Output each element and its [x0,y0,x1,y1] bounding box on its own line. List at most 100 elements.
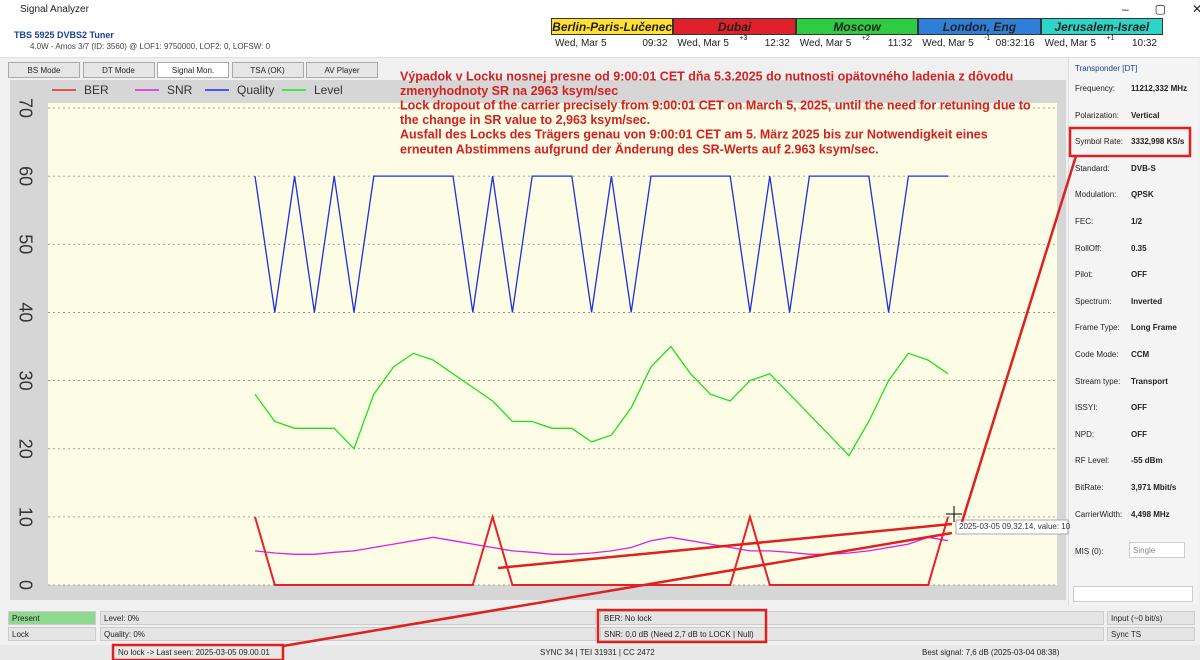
tuner-name: TBS 5925 DVBS2 Tuner [14,30,114,40]
field-value: OFF [1131,429,1147,439]
y-tick-label: 10 [15,507,35,527]
field-value: 11212,332 MHz [1131,84,1188,93]
legend-label: SNR [167,83,193,97]
clock-offset: +2 [861,35,870,42]
field-label: NPD: [1075,429,1095,439]
field-value: Long Frame [1131,323,1177,333]
annotation: the change in SR value to 2,963 ksym/sec… [400,113,650,127]
field-label: Modulation: [1075,190,1117,200]
meter: SNR: 0,0 dB (Need 2,7 dB to LOCK | Null) [600,627,1104,641]
panel-button[interactable] [1073,586,1193,602]
annotation: zmenyhodnoty SR na 2963 ksym/sec [400,84,618,98]
legend-label: Level [314,83,343,97]
clock-time: 11:32 [887,38,913,49]
clock-city: London, Eng [918,18,1041,35]
field-label: Symbol Rate: [1075,137,1124,147]
meter: Input (~0 bit/s) [1107,611,1195,625]
panel-title: Transponder [DT] [1075,64,1138,73]
meter: Quality: 0% [100,627,596,641]
series-line [254,513,949,586]
tab[interactable]: BS Mode [8,62,80,78]
annotation: Lock dropout of the carrier precisely fr… [400,98,1031,112]
plot-area [48,103,1057,585]
field-label: CarrierWidth: [1075,509,1123,519]
meter: Level: 0% [100,611,596,625]
field-value: -55 dBm [1131,456,1163,466]
field-value: QPSK [1131,190,1154,200]
field-label: ISSYI: [1075,403,1098,413]
field-value: 3332,998 KS/s [1131,137,1185,147]
legend-label: Quality [237,83,274,97]
field-label: Standard: [1075,163,1110,173]
y-tick-label: 60 [15,166,35,186]
clock-city: Jerusalem-Israel [1040,18,1163,35]
clocks: Berlin-Paris-Lučenec Wed, Mar 5 09:32 Dubai… [551,18,1163,53]
window-controls[interactable]: –▢✕ [1122,2,1200,16]
field-label: Pilot: [1075,270,1093,280]
series-line [254,345,949,457]
clock-offset: +3 [739,35,748,42]
field-value: 3,971 Mbit/s [1131,483,1177,492]
field-label: RF Level: [1075,456,1110,466]
clock-time: 10:32 [1131,38,1157,49]
field-label: Frame Type: [1075,323,1120,333]
meters: Present Level: 0% BER: No lock Input (~0 bi… [0,610,1200,644]
status-item: SYNC 34 | TEI 31931 | CC 2472 [540,648,655,657]
status-item: Best signal: 7,6 dB (2025-03-04 08:38) [922,648,1060,657]
y-tick-label: 70 [15,98,35,118]
highlight-arrow [960,155,1078,523]
clock-offset: +1 [1106,35,1115,42]
legend-label: BER [84,83,109,97]
meter: Present [8,611,96,625]
y-tick-label: 0 [15,580,35,590]
meter: Sync TS [1107,627,1195,641]
highlight-arrow [497,522,953,570]
clock-date: Wed, Mar 5 [799,38,852,49]
window-title: Signal Analyzer [20,4,89,15]
annotation: Výpadok v Locku nosnej presne od 9:00:01… [400,69,1013,83]
chart-frame [10,80,1066,600]
tab[interactable]: DT Mode [82,62,155,78]
clock-time: 08:32:16 [995,38,1035,49]
status-item: No lock -> Last seen: 2025-03-05 09.00.0… [118,648,270,657]
y-tick-label: 40 [15,302,35,322]
y-tick-label: 30 [15,371,35,391]
clock-date: Wed, Mar 5 [677,38,729,49]
field-value: Transport [1131,376,1168,386]
field-label: Frequency: [1075,84,1116,93]
field-value: OFF [1131,270,1147,280]
mis-label: MIS (0): [1075,547,1104,556]
field-value: 0.35 [1131,243,1147,253]
y-tick-label: 20 [15,439,35,459]
tab[interactable]: AV Player [306,62,378,78]
field-label: Code Mode: [1075,350,1119,359]
tab[interactable]: TSA (OK) [231,62,304,78]
meter: BER: No lock [600,611,1104,625]
field-label: Polarization: [1075,110,1120,120]
tuner-info: 4.0W - Amos 3/7 (ID: 3560) @ LOF1: 97500… [30,42,271,51]
series-line [254,536,949,555]
transponder-panel: Transponder [DT] Frequency: 11212,332 MHz P… [1068,58,1198,605]
field-label: RollOff: [1075,243,1102,253]
field-value: 1/2 [1131,217,1143,226]
field-label: Spectrum: [1075,296,1112,306]
field-label: BitRate: [1075,483,1104,492]
clock-date: Wed, Mar 5 [1044,38,1097,49]
tab[interactable]: Signal Mon. [157,62,229,78]
clock-city: Dubai [673,18,796,35]
meter: Lock [8,627,96,641]
tooltip-box [955,519,1069,535]
clock-offset: -1 [984,35,991,42]
clock-date: Wed, Mar 5 [922,38,974,49]
field-value: Inverted [1131,296,1163,306]
series-line [254,175,948,313]
clock-city: Berlin-Paris-Lučenec [551,18,674,35]
clock-time: 09:32 [642,38,668,49]
field-value: DVB-S [1131,163,1156,173]
tooltip: 2025-03-05 09.32.14, value: 10 [959,522,1071,531]
tabs: BS Mode DT Mode Signal Mon. TSA (OK) AV Play… [8,62,398,78]
field-label: Stream type: [1075,376,1121,386]
mis-value[interactable]: Single [1129,542,1185,558]
